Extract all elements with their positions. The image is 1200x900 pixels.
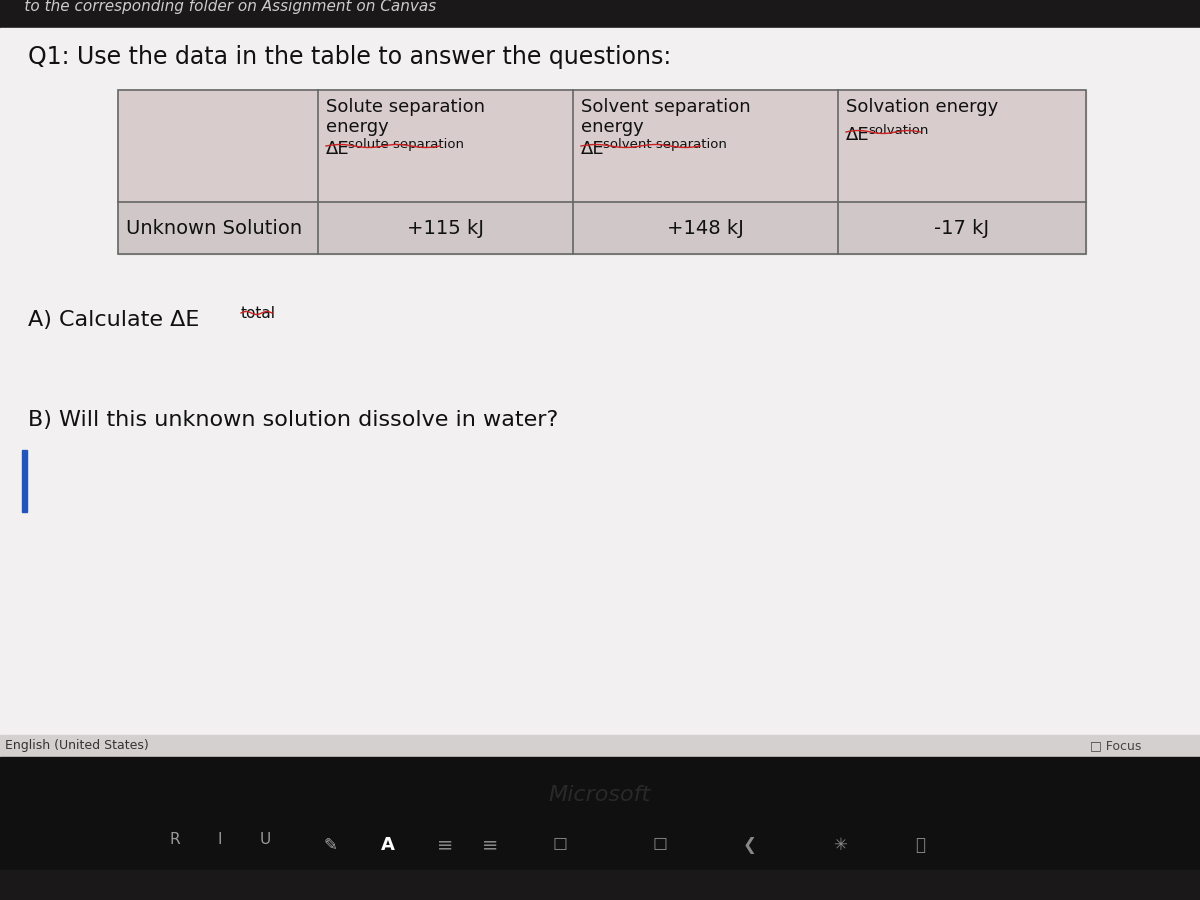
Text: -17 kJ: -17 kJ xyxy=(935,219,990,238)
Text: energy: energy xyxy=(581,118,643,136)
Text: ✎: ✎ xyxy=(323,836,337,854)
Text: ❮: ❮ xyxy=(743,836,757,854)
Bar xyxy=(0,757,1200,900)
Text: English (United States): English (United States) xyxy=(5,740,149,752)
Text: ≡: ≡ xyxy=(437,835,454,854)
Text: I: I xyxy=(217,832,222,848)
Text: +115 kJ: +115 kJ xyxy=(407,219,484,238)
Text: Microsoft: Microsoft xyxy=(548,785,652,805)
Bar xyxy=(0,735,1200,757)
Text: +148 kJ: +148 kJ xyxy=(667,219,744,238)
Text: Solvent separation: Solvent separation xyxy=(581,98,751,116)
Text: energy: energy xyxy=(326,118,389,136)
Text: ≡: ≡ xyxy=(482,835,498,854)
Text: solvent separation: solvent separation xyxy=(604,138,727,151)
Text: ☐: ☐ xyxy=(653,836,667,854)
Text: A: A xyxy=(382,836,395,854)
Text: Q1: Use the data in the table to answer the questions:: Q1: Use the data in the table to answer … xyxy=(28,45,671,69)
Text: total: total xyxy=(241,306,276,321)
Text: to the corresponding folder on Assignment on Canvas: to the corresponding folder on Assignmen… xyxy=(0,0,437,14)
Bar xyxy=(118,90,1086,202)
Text: solute separation: solute separation xyxy=(348,138,464,151)
Text: ΔE: ΔE xyxy=(846,126,870,144)
Text: Solute separation: Solute separation xyxy=(326,98,485,116)
Text: U: U xyxy=(259,832,271,848)
Text: ΔE: ΔE xyxy=(581,140,605,158)
Bar xyxy=(118,202,1086,254)
Text: B) Will this unknown solution dissolve in water?: B) Will this unknown solution dissolve i… xyxy=(28,410,558,430)
Bar xyxy=(118,90,1086,254)
Text: A) Calculate ΔE: A) Calculate ΔE xyxy=(28,310,199,330)
Text: Unknown Solution: Unknown Solution xyxy=(126,219,302,238)
Bar xyxy=(0,28,1200,760)
Bar xyxy=(0,870,1200,900)
Text: solvation: solvation xyxy=(868,124,929,137)
Text: R: R xyxy=(169,832,180,848)
Text: ΔE: ΔE xyxy=(326,140,349,158)
Text: 🔊: 🔊 xyxy=(916,836,925,854)
Text: ☐: ☐ xyxy=(552,836,568,854)
Bar xyxy=(22,450,28,512)
Text: □ Focus: □ Focus xyxy=(1090,740,1141,752)
Bar xyxy=(0,0,1200,28)
Text: ✳: ✳ xyxy=(833,836,847,854)
Text: Solvation energy: Solvation energy xyxy=(846,98,998,116)
